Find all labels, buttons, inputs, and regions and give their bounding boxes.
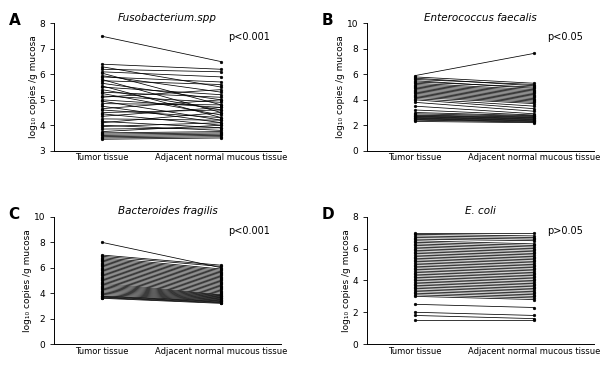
Title: Enterococcus faecalis: Enterococcus faecalis [424,13,537,23]
Text: C: C [8,207,20,222]
Y-axis label: log₁₀ copies /g mucosa: log₁₀ copies /g mucosa [23,229,32,332]
Y-axis label: log₁₀ copies /g mucosa: log₁₀ copies /g mucosa [336,36,345,138]
Y-axis label: log₁₀ copies /g mucosa: log₁₀ copies /g mucosa [29,36,38,138]
Title: Bacteroides fragilis: Bacteroides fragilis [118,206,217,216]
Text: p>0.05: p>0.05 [547,226,583,236]
Text: p<0.001: p<0.001 [227,32,269,42]
Text: p<0.05: p<0.05 [547,32,583,42]
Title: E. coli: E. coli [465,206,496,216]
Title: Fusobacterium.spp: Fusobacterium.spp [118,13,217,23]
Text: D: D [322,207,334,222]
Y-axis label: log₁₀ copies /g mucosa: log₁₀ copies /g mucosa [342,229,351,332]
Text: B: B [322,13,334,28]
Text: A: A [8,13,20,28]
Text: p<0.001: p<0.001 [227,226,269,236]
